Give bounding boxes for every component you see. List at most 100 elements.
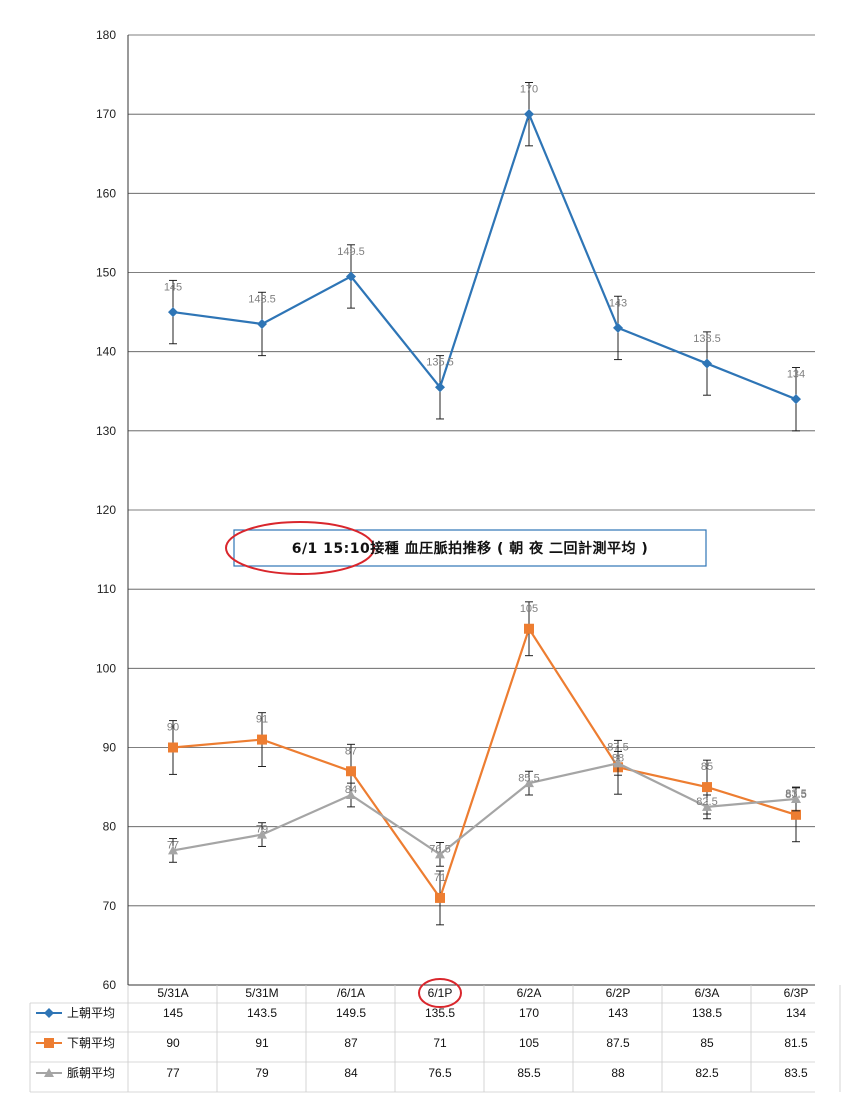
- chart-title-box: [233, 529, 707, 567]
- category-highlight-circle: [418, 978, 462, 1008]
- data-point-0-3: [435, 382, 445, 393]
- table-cell-1-3: 71: [433, 1036, 447, 1050]
- data-label-0-1: 143.5: [248, 293, 276, 305]
- table-cell-1-1: 91: [255, 1036, 269, 1050]
- table-cell-1-4: 105: [519, 1036, 539, 1050]
- data-label-0-3: 135.5: [426, 357, 454, 369]
- data-label-2-0: 77: [167, 840, 179, 852]
- table-cell-2-4: 85.5: [517, 1066, 541, 1080]
- table-cell-2-2: 84: [344, 1066, 358, 1080]
- y-tick-label-90: 90: [103, 741, 117, 755]
- data-point-0-7: [791, 394, 801, 405]
- data-point-1-0: [168, 742, 178, 753]
- table-cell-0-5: 143: [608, 1006, 628, 1020]
- x-tick-label-5: 6/2P: [606, 986, 631, 1000]
- table-cell-2-7: 83.5: [784, 1066, 808, 1080]
- legend-label-0: 上朝平均: [67, 1006, 115, 1020]
- legend-label-2: 脈朝平均: [67, 1066, 115, 1080]
- data-point-1-3: [435, 892, 445, 903]
- chart-title: 6/1 15:10接種 血圧脈拍推移 ( 朝 夜 二回計測平均 ): [292, 540, 649, 557]
- series-0: 145 143.5 149.5 135.5 170 143 138.5 134: [164, 82, 805, 432]
- legend-marker-1: [44, 1038, 54, 1048]
- x-tick-label-6: 6/3A: [695, 986, 720, 1000]
- data-point-1-6: [702, 782, 712, 793]
- data-point-1-2: [346, 766, 356, 777]
- series-line-1: [172, 626, 797, 901]
- y-tick-label-70: 70: [103, 899, 117, 913]
- data-label-1-2: 87: [345, 745, 357, 757]
- data-label-2-3: 76.5: [429, 844, 450, 856]
- series-2: 77 79 84 76.5 85.5 88 82.5 83.5: [167, 750, 807, 867]
- x-tick-label-0: 5/31A: [157, 986, 188, 1000]
- table-cell-0-7: 134: [786, 1006, 806, 1020]
- y-tick-label-110: 110: [97, 582, 116, 596]
- data-point-0-1: [257, 318, 267, 329]
- table-cell-0-1: 143.5: [247, 1006, 277, 1020]
- table-cell-2-1: 79: [255, 1066, 269, 1080]
- y-tick-label-80: 80: [103, 820, 117, 834]
- data-label-0-7: 134: [787, 369, 805, 381]
- data-point-0-6: [702, 358, 712, 369]
- data-label-0-2: 149.5: [337, 246, 365, 258]
- table-cell-2-0: 77: [166, 1066, 180, 1080]
- y-tick-label-120: 120: [96, 503, 116, 517]
- data-point-1-1: [257, 734, 267, 745]
- data-label-1-0: 90: [167, 722, 179, 734]
- y-tick-label-130: 130: [96, 424, 116, 438]
- data-point-1-7: [791, 809, 801, 820]
- data-label-0-4: 170: [520, 84, 538, 96]
- series-line-0: [172, 111, 797, 401]
- table-cell-0-4: 170: [519, 1006, 539, 1020]
- data-label-2-2: 84: [345, 784, 357, 796]
- data-label-0-6: 138.5: [693, 333, 721, 345]
- data-point-2-3: [435, 849, 445, 859]
- data-label-2-4: 85.5: [518, 772, 539, 784]
- data-point-2-7: [791, 793, 801, 803]
- table-cell-0-3: 135.5: [425, 1006, 455, 1020]
- series-line-2: [172, 762, 797, 856]
- y-tick-label-180: 180: [96, 28, 116, 42]
- data-label-1-5: 87.5: [607, 741, 628, 753]
- table-cell-2-6: 82.5: [695, 1066, 719, 1080]
- data-label-1-3: 71: [434, 872, 446, 884]
- table-cell-1-7: 81.5: [784, 1036, 808, 1050]
- title-layer: 6/1 15:10接種 血圧脈拍推移 ( 朝 夜 二回計測平均 ): [225, 521, 707, 575]
- table-cell-0-2: 149.5: [336, 1006, 366, 1020]
- data-label-1-1: 91: [256, 714, 268, 726]
- data-point-0-5: [613, 322, 623, 333]
- data-label-2-1: 79: [256, 824, 268, 836]
- x-tick-label-2: /6/1A: [337, 986, 365, 1000]
- y-tick-label-140: 140: [96, 345, 116, 359]
- data-point-1-4: [524, 623, 534, 634]
- data-label-2-5: 88: [612, 752, 624, 764]
- table-cell-2-3: 76.5: [428, 1066, 452, 1080]
- x-tick-label-3: 6/1P: [428, 986, 453, 1000]
- y-tick-label-100: 100: [96, 661, 116, 675]
- data-point-2-2: [346, 790, 356, 799]
- x-tick-label-4: 6/2A: [517, 986, 542, 1000]
- table-cell-1-0: 90: [166, 1036, 180, 1050]
- table-cell-1-2: 87: [344, 1036, 358, 1050]
- y-tick-label-150: 150: [96, 266, 116, 280]
- data-label-1-4: 105: [520, 603, 538, 615]
- data-point-0-0: [168, 307, 178, 318]
- x-tick-label-7: 6/3P: [784, 986, 809, 1000]
- legend-label-1: 下朝平均: [67, 1036, 115, 1050]
- data-point-2-0: [168, 845, 178, 855]
- data-point-2-6: [702, 801, 712, 811]
- data-label-0-0: 145: [164, 281, 182, 293]
- table-cell-1-5: 87.5: [606, 1036, 630, 1050]
- data-label-2-6: 82.5: [696, 796, 717, 808]
- legend-marker-0: [44, 1008, 54, 1018]
- data-point-2-1: [257, 829, 267, 839]
- data-label-0-5: 143: [609, 297, 627, 309]
- axis-layer: 60 70 80 90 100 110 120 130 140 150 160 170 180: [96, 28, 129, 992]
- y-tick-label-60: 60: [103, 978, 117, 992]
- data-point-0-4: [524, 109, 534, 120]
- x-tick-label-1: 5/31M: [245, 986, 278, 1000]
- table-cell-0-6: 138.5: [692, 1006, 722, 1020]
- title-highlight-circle: [225, 521, 375, 575]
- data-label-1-6: 85: [701, 761, 713, 773]
